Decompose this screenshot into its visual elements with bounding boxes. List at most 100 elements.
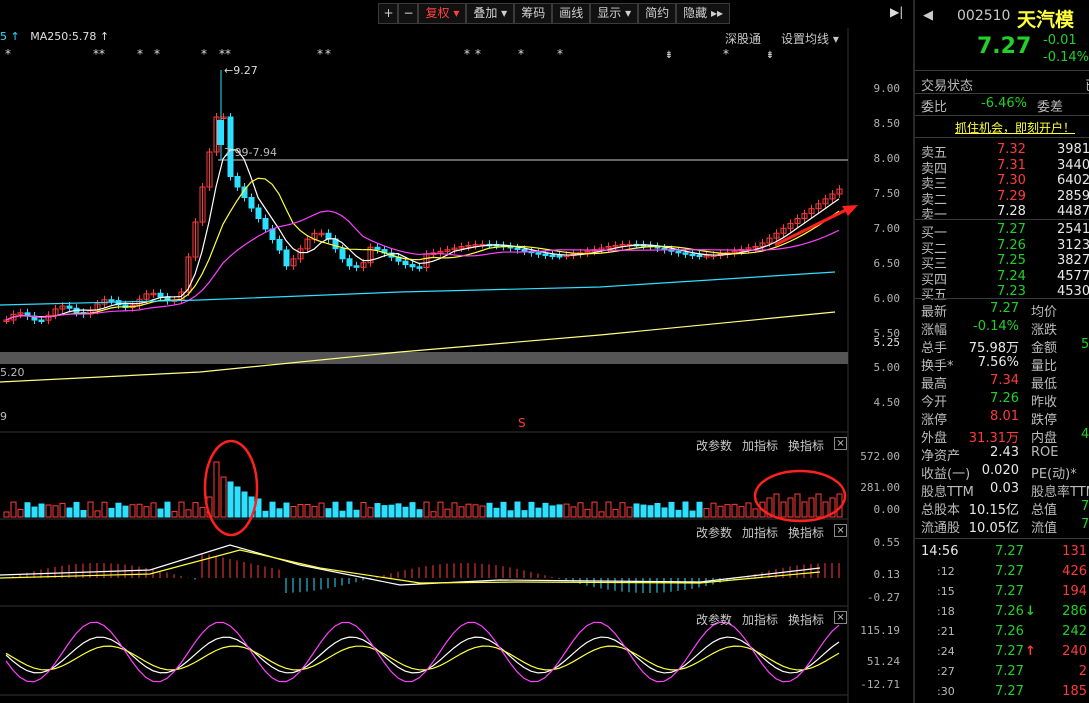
sell-row-2[interactable]: 卖二 7.29 2859 [921,189,1089,208]
candle-body-61 [430,252,437,255]
vol-add-indicator[interactable]: 加指标 [742,439,779,453]
buy-row-2[interactable]: 买二 7.26 3123 [921,238,1089,257]
volume-bar-17 [122,505,129,518]
macd-tick-2: -0.27 [866,591,900,604]
candle-body-50 [353,265,360,268]
buy-row-1[interactable]: 买一 7.27 2541 [921,222,1089,241]
open-account-banner[interactable]: 抓住机会，即刻开户！ [955,121,1076,135]
stat-value-6: 8.01 [990,409,1019,424]
volume-bar-79 [556,504,563,518]
candle-body-18 [129,304,136,309]
tick-volume-7: 185 [1062,684,1087,699]
volume-bar-67 [472,504,479,518]
macd-switch-indicator[interactable]: 换指标 [788,526,825,540]
candle-body-41 [290,258,297,267]
back-arrow-icon[interactable]: ◀ [923,8,933,23]
candle-body-89 [626,243,633,247]
sell-row-4-price: 7.31 [997,157,1026,173]
candle-body-113 [794,218,801,224]
buy-row-4[interactable]: 买四 7.24 4577 [921,269,1089,288]
stat-label-2: 总手 [921,341,948,356]
volume-bar-36 [255,498,262,518]
yincang-button[interactable]: 隐藏 ▸▸ [676,3,730,24]
vol-switch-indicator[interactable]: 换指标 [788,439,825,453]
stat-row-6: 涨停 8.01 跌停 [921,409,1089,428]
volume-bar-46 [325,508,332,518]
candle-body-48 [339,248,346,260]
volume-bar-101 [710,502,717,518]
macd-change-params[interactable]: 改参数 [696,526,733,540]
candle-body-90 [633,243,640,247]
candle-body-42 [297,248,304,260]
chouma-button[interactable]: 筹码 [514,3,553,24]
volume-bar-43 [304,504,311,518]
kdj-change-params[interactable]: 改参数 [696,613,733,627]
volume-highlight-circle-2 [753,469,847,523]
star-marker-10: * [464,47,470,61]
macd-close-icon[interactable]: × [834,524,848,537]
kdj-switch-indicator[interactable]: 换指标 [788,613,825,627]
volume-bar-80 [563,503,570,518]
ma-setting-link[interactable]: 设置均线 ▾ [781,32,839,46]
volume-bar-104 [731,503,738,518]
volume-bar-76 [535,507,542,518]
sell-row-3[interactable]: 卖三 7.30 6402 [921,173,1089,192]
stat-label-7: 外盘 [921,431,948,446]
candle-body-14 [101,299,108,305]
stat-label2-12: 流值 [1031,521,1058,536]
zoom-out-button[interactable]: − [398,3,419,24]
price-tick-2: 8.00 [873,152,901,165]
kdj-add-indicator[interactable]: 加指标 [742,613,779,627]
fuquan-button[interactable]: 复权 ▾ [418,3,467,24]
low-annotation: 5.20 [0,366,25,379]
volume-bar-93 [654,502,661,518]
sell-row-5-label: 卖五 [921,146,948,161]
candle-body-115 [808,208,815,215]
sell-row-1-volume: 4487 [1057,204,1089,219]
kdj-close-icon[interactable]: × [834,611,848,624]
price-tick-8: 5.25 [873,336,901,349]
stat-label-3: 换手* [921,359,954,374]
volume-bar-70 [493,507,500,518]
volume-highlight-circle-1 [203,439,259,537]
volume-bar-45 [318,502,325,518]
candle-body-26 [185,256,192,293]
volume-bar-13 [94,510,101,518]
tick-arrow-3: ↓ [1025,604,1036,619]
tick-price-3: 7.26 [995,604,1024,619]
candle-body-75 [528,250,535,254]
macd-add-indicator[interactable]: 加指标 [742,526,779,540]
huaxian-button[interactable]: 画线 [552,3,591,24]
candle-body-23 [164,296,171,302]
zoom-in-button[interactable]: + [378,3,399,24]
candle-body-96 [675,250,682,254]
jiandu-button[interactable]: 简约 [638,3,677,24]
candle-body-17 [122,304,129,309]
shengutong-link[interactable]: 深股通 [725,32,762,46]
candle-body-109 [766,237,773,244]
stat-value2-2: 5 [1081,337,1089,352]
buy-row-3[interactable]: 买三 7.25 3827 [921,253,1089,272]
volume-bar-52 [367,507,374,518]
candle-body-2 [17,312,24,315]
xianshi-button[interactable]: 显示 ▾ [590,3,639,24]
kdj-j-line [5,621,840,683]
vol-close-icon[interactable]: × [834,437,848,450]
sell-row-4[interactable]: 卖四 7.31 3440 [921,157,1089,177]
candle-body-39 [276,239,283,251]
sell-row-5[interactable]: 卖五 7.32 3981 [921,142,1089,161]
diejia-button[interactable]: 叠加 ▾ [466,3,515,24]
candle-body-37 [262,218,269,230]
chart-area[interactable]: + − 复权 ▾ 叠加 ▾ 筹码 画线 显示 ▾ 简约 隐藏 ▸▸ ▶| 5 ↑… [0,0,910,703]
buy-row-5[interactable]: 买五 7.23 4530 [921,284,1089,303]
stat-value-10: 0.03 [990,481,1019,496]
stat-value-5: 7.26 [990,391,1019,406]
star-marker-4: * [154,47,160,61]
volume-bar-116 [815,493,822,518]
panel-toggle-icon[interactable]: ▶| [890,5,904,19]
volume-bar-115 [808,497,815,518]
volume-bar-40 [283,502,290,518]
vol-change-params[interactable]: 改参数 [696,439,733,453]
price-tick-0: 9.00 [873,82,901,95]
volume-bar-62 [437,501,444,518]
